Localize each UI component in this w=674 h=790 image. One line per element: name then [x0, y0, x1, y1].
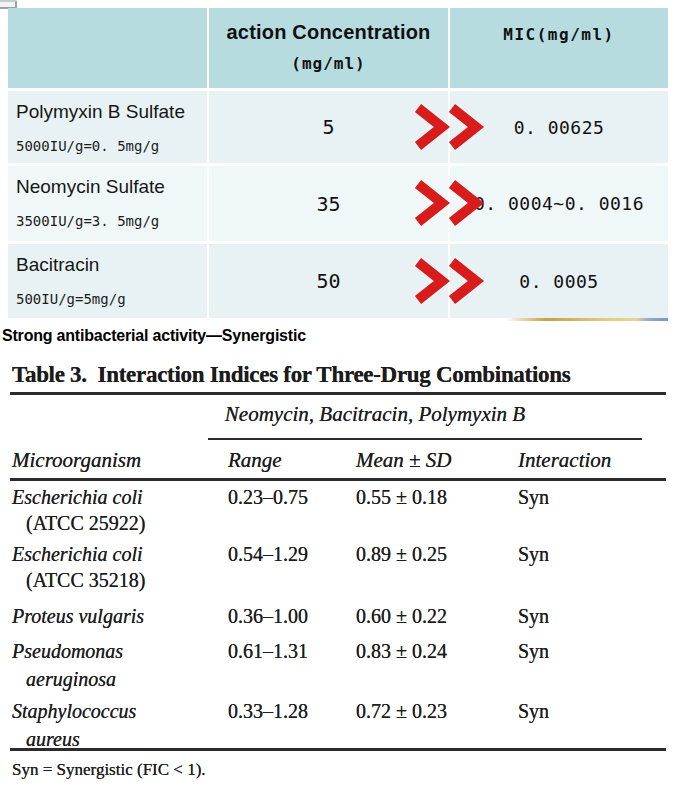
rule-bottom	[10, 748, 666, 751]
interaction-value: Syn	[518, 543, 549, 566]
range-value: 0.36–1.00	[228, 605, 308, 628]
drug-name: Neomycin Sulfate	[16, 176, 203, 198]
col-interaction: Interaction	[518, 448, 611, 473]
col-microorganism: Microorganism	[12, 448, 141, 473]
mean-sd-value: 0.55 ± 0.18	[356, 486, 447, 509]
drug-equivalence: 5000IU/g=0. 5mg/g	[16, 138, 203, 154]
range-value: 0.61–1.31	[228, 640, 308, 663]
table-row-drug-cell: Polymyxin B Sulfate 5000IU/g=0. 5mg/g	[8, 91, 207, 163]
drug-equivalence: 500IU/g=5mg/g	[16, 291, 203, 307]
interaction-value: Syn	[518, 640, 549, 663]
synergy-caption: Strong antibacterial activity—Synergisti…	[2, 327, 306, 345]
organism-name: Escherichia coli	[12, 543, 143, 566]
drug-equivalence: 3500IU/g=3. 5mg/g	[16, 213, 203, 229]
paper-table-3: Table 3. Interaction Indices for Three-D…	[10, 356, 666, 790]
column-headers: Microorganism Range Mean ± SD Interactio…	[10, 448, 666, 476]
interaction-value: Syn	[518, 605, 549, 628]
table-row-drug-cell: Neomycin Sulfate 3500IU/g=3. 5mg/g	[8, 166, 207, 241]
interaction-value: Syn	[518, 700, 549, 723]
table-row: Pseudomonas aeruginosa 0.61–1.31 0.83 ± …	[10, 640, 666, 696]
organism-name: Proteus vulgaris	[12, 605, 144, 628]
drug-name: Polymyxin B Sulfate	[16, 101, 203, 123]
double-chevron-right-icon	[410, 257, 486, 305]
organism-strain: (ATCC 25922)	[26, 512, 145, 535]
table-row-drug-cell: Bacitracin 500IU/g=5mg/g	[8, 244, 207, 318]
combination-mic-table: action Concentration (mg/ml) MIC(mg/ml) …	[8, 8, 668, 318]
organism-strain: (ATCC 35218)	[26, 569, 145, 592]
spanner-heading: Neomycin, Bacitracin, Polymyxin B	[200, 402, 550, 427]
header-empty-cell	[8, 8, 207, 88]
page: action Concentration (mg/ml) MIC(mg/ml) …	[0, 0, 674, 790]
mic-header-cell: MIC(mg/ml)	[450, 8, 668, 88]
table3-footnote: Syn = Synergistic (FIC < 1).	[12, 760, 206, 780]
range-value: 0.54–1.29	[228, 543, 308, 566]
table-row: Escherichia coli (ATCC 25922) 0.23–0.75 …	[10, 486, 666, 542]
mean-sd-value: 0.83 ± 0.24	[356, 640, 447, 663]
organism-name: Staphylococcus	[12, 700, 136, 723]
organism-name: Escherichia coli	[12, 486, 143, 509]
mean-sd-value: 0.60 ± 0.22	[356, 605, 447, 628]
organism-name-line2: aeruginosa	[26, 668, 116, 691]
col-mean-sd: Mean ± SD	[356, 448, 452, 473]
concentration-header-line1: action Concentration	[226, 21, 430, 44]
interaction-value: Syn	[518, 486, 549, 509]
header-concentration-cell: action Concentration (mg/ml)	[209, 8, 448, 88]
rule-header	[10, 478, 666, 481]
range-value: 0.33–1.28	[228, 700, 308, 723]
concentration-header-line2: (mg/ml)	[291, 54, 365, 73]
spanner-underline	[208, 438, 642, 440]
mean-sd-value: 0.72 ± 0.23	[356, 700, 447, 723]
mean-sd-value: 0.89 ± 0.25	[356, 543, 447, 566]
double-chevron-right-icon	[410, 103, 486, 151]
range-value: 0.23–0.75	[228, 486, 308, 509]
col-range: Range	[228, 448, 282, 473]
organism-name: Pseudomonas	[12, 640, 123, 663]
rule-top	[10, 392, 666, 395]
drug-name: Bacitracin	[16, 254, 203, 276]
table-row: Escherichia coli (ATCC 35218) 0.54–1.29 …	[10, 543, 666, 599]
decorative-gradient-rule	[505, 318, 668, 321]
table3-title: Table 3. Interaction Indices for Three-D…	[12, 362, 666, 388]
double-chevron-right-icon	[410, 179, 486, 227]
